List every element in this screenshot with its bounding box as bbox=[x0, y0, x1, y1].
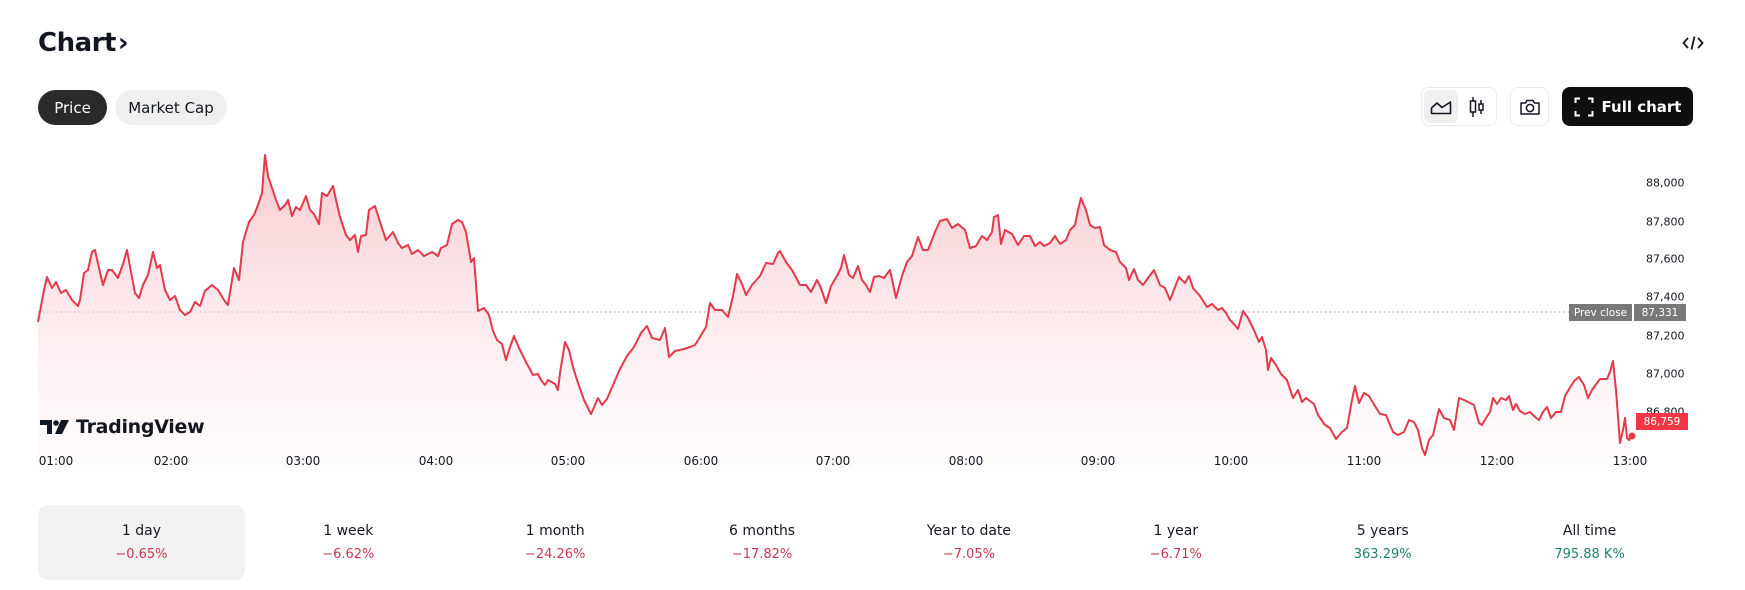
snapshot-button[interactable] bbox=[1510, 87, 1549, 126]
price-chart: 88,000 87,800 87,600 87,400 87,200 87,00… bbox=[37, 154, 1688, 470]
tab-market-cap[interactable]: Market Cap bbox=[115, 90, 227, 125]
code-embed-icon bbox=[1682, 36, 1704, 50]
x-axis-label: 11:00 bbox=[1346, 454, 1382, 468]
fullscreen-icon bbox=[1574, 97, 1594, 116]
period-label: Year to date bbox=[926, 523, 1012, 539]
x-axis-label: 02:00 bbox=[153, 454, 189, 468]
x-axis-label: 04:00 bbox=[418, 454, 454, 468]
tradingview-watermark: TradingView bbox=[40, 416, 205, 438]
y-axis-label: 87,000 bbox=[1646, 367, 1685, 381]
tradingview-logo-icon bbox=[40, 420, 69, 434]
last-price-dot bbox=[1628, 432, 1636, 440]
period-change: −0.65% bbox=[115, 547, 168, 562]
period-6-months[interactable]: 6 months −17.82% bbox=[659, 505, 866, 580]
area-chart-button[interactable] bbox=[1424, 90, 1458, 123]
period-label: 6 months bbox=[729, 523, 796, 539]
y-axis-label: 87,200 bbox=[1646, 329, 1685, 343]
period-label: 1 day bbox=[121, 523, 161, 539]
price-line bbox=[37, 154, 1632, 456]
x-axis-label: 10:00 bbox=[1213, 454, 1249, 468]
x-axis-label: 12:00 bbox=[1479, 454, 1515, 468]
camera-icon bbox=[1519, 99, 1540, 115]
full-chart-button[interactable]: Full chart bbox=[1562, 87, 1693, 126]
chevron-right-icon: › bbox=[117, 28, 129, 58]
period-5-years[interactable]: 5 years 363.29% bbox=[1279, 505, 1486, 580]
x-axis-label: 07:00 bbox=[815, 454, 851, 468]
embed-code-button[interactable] bbox=[1680, 30, 1706, 56]
x-axis-label: 01:00 bbox=[38, 454, 74, 468]
period-selector: 1 day −0.65% 1 week −6.62% 1 month −24.2… bbox=[38, 505, 1693, 580]
period-label: 1 month bbox=[525, 523, 585, 539]
x-axis-label: 13:00 bbox=[1612, 454, 1648, 468]
x-axis-label: 05:00 bbox=[550, 454, 586, 468]
period-1-day[interactable]: 1 day −0.65% bbox=[38, 505, 245, 580]
period-label: All time bbox=[1562, 523, 1617, 539]
period-label: 5 years bbox=[1356, 523, 1409, 539]
period-label: 1 year bbox=[1153, 523, 1199, 539]
period-year-to-date[interactable]: Year to date −7.05% bbox=[866, 505, 1073, 580]
chart-type-toggle bbox=[1421, 87, 1497, 126]
prev-close-tag: Prev close 87,331 bbox=[1569, 304, 1686, 321]
candlestick-icon bbox=[1469, 96, 1484, 117]
full-chart-label: Full chart bbox=[1601, 97, 1682, 116]
area-chart-icon bbox=[1430, 100, 1452, 114]
y-axis-label: 87,800 bbox=[1646, 215, 1685, 229]
y-axis-label: 86,800 bbox=[1646, 405, 1685, 419]
period-1-year[interactable]: 1 year −6.71% bbox=[1072, 505, 1279, 580]
price-area-fill bbox=[38, 155, 1631, 470]
chart-title-link[interactable]: Chart › bbox=[38, 28, 129, 58]
period-1-month[interactable]: 1 month −24.26% bbox=[452, 505, 659, 580]
period-1-week[interactable]: 1 week −6.62% bbox=[245, 505, 452, 580]
period-change: −6.71% bbox=[1149, 547, 1202, 562]
y-axis-label: 87,600 bbox=[1646, 252, 1685, 266]
period-change: −24.26% bbox=[524, 547, 586, 562]
prev-close-value: 87,331 bbox=[1641, 306, 1679, 319]
x-axis-label: 06:00 bbox=[683, 454, 719, 468]
tradingview-text: TradingView bbox=[76, 416, 205, 438]
period-change: 795.88 K% bbox=[1554, 547, 1625, 562]
x-axis-label: 09:00 bbox=[1080, 454, 1116, 468]
price-chart-plot bbox=[37, 154, 1636, 470]
current-price-tag: 86,759 bbox=[1636, 413, 1688, 430]
period-change: −7.05% bbox=[942, 547, 996, 562]
period-label: 1 week bbox=[323, 523, 374, 539]
candlestick-chart-button[interactable] bbox=[1460, 90, 1494, 123]
chart-title: Chart bbox=[38, 28, 116, 58]
tab-price[interactable]: Price bbox=[38, 90, 107, 125]
prev-close-label: Prev close bbox=[1569, 304, 1634, 321]
x-axis-label: 03:00 bbox=[285, 454, 321, 468]
period-change: −6.62% bbox=[322, 547, 375, 562]
y-axis-label: 88,000 bbox=[1646, 176, 1685, 190]
y-axis-label: 87,400 bbox=[1646, 290, 1685, 304]
period-change: 363.29% bbox=[1353, 547, 1412, 562]
period-change: −17.82% bbox=[731, 547, 793, 562]
period-all-time[interactable]: All time 795.88 K% bbox=[1486, 505, 1693, 580]
x-axis-label: 08:00 bbox=[948, 454, 984, 468]
